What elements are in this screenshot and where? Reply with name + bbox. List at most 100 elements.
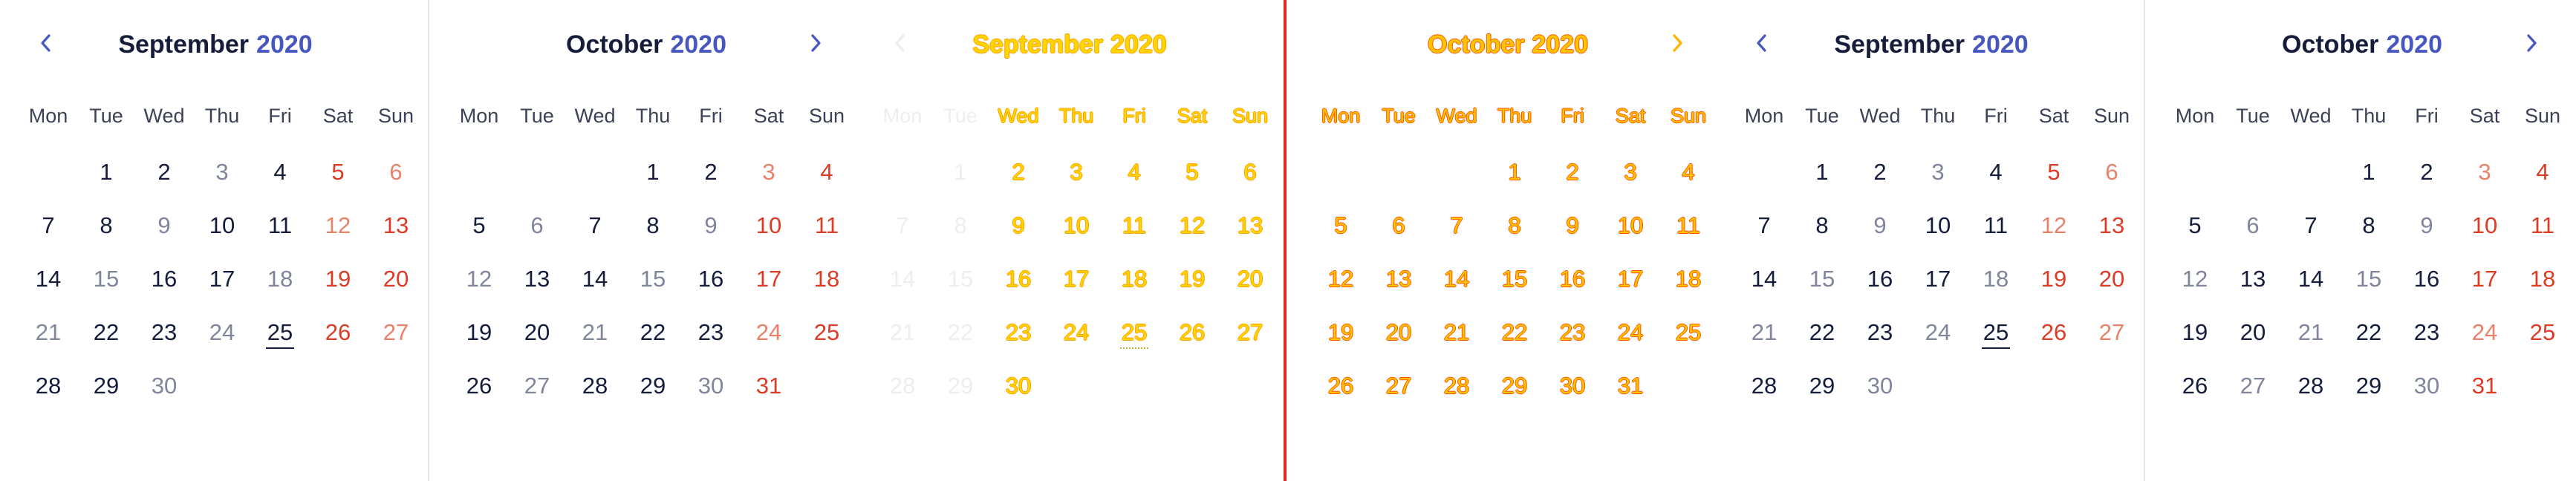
day-cell[interactable]: 8 — [1793, 199, 1851, 252]
day-cell[interactable]: 12 — [450, 252, 508, 306]
day-cell[interactable]: 7 — [1735, 199, 1793, 252]
day-cell[interactable]: 9 — [1851, 199, 1909, 252]
day-cell[interactable]: 28 — [566, 359, 624, 413]
day-cell[interactable]: 13 — [1370, 252, 1428, 306]
day-cell[interactable]: 23 — [1851, 306, 1909, 359]
day-cell[interactable]: 5 — [2166, 199, 2224, 252]
day-cell[interactable]: 22 — [2340, 306, 2398, 359]
day-cell[interactable]: 2 — [2398, 145, 2456, 199]
day-cell[interactable]: 21 — [1428, 306, 1486, 359]
day-cell[interactable]: 11 — [1105, 199, 1163, 252]
day-cell[interactable]: 24 — [1047, 306, 1105, 359]
day-cell[interactable]: 12 — [309, 199, 367, 252]
day-cell[interactable]: 30 — [682, 359, 740, 413]
day-cell[interactable]: 24 — [1909, 306, 1967, 359]
day-cell[interactable]: 17 — [1909, 252, 1967, 306]
day-cell[interactable]: 21 — [2282, 306, 2340, 359]
day-cell[interactable]: 20 — [2224, 306, 2282, 359]
day-cell[interactable]: 3 — [1909, 145, 1967, 199]
day-cell[interactable]: 15 — [931, 252, 989, 306]
day-cell[interactable]: 1 — [2340, 145, 2398, 199]
day-cell[interactable]: 24 — [193, 306, 251, 359]
day-cell[interactable]: 13 — [2224, 252, 2282, 306]
day-cell[interactable]: 21 — [566, 306, 624, 359]
day-cell[interactable]: 7 — [874, 199, 931, 252]
day-cell[interactable]: 14 — [566, 252, 624, 306]
day-cell[interactable]: 28 — [874, 359, 931, 413]
day-cell[interactable]: 29 — [931, 359, 989, 413]
prev-month-button[interactable] — [1741, 18, 1783, 71]
day-cell[interactable]: 23 — [1544, 306, 1601, 359]
day-cell[interactable]: 8 — [77, 199, 135, 252]
day-cell[interactable]: 23 — [2398, 306, 2456, 359]
day-cell[interactable]: 30 — [135, 359, 193, 413]
day-cell[interactable]: 2 — [682, 145, 740, 199]
day-cell[interactable]: 28 — [1735, 359, 1793, 413]
day-cell[interactable]: 22 — [931, 306, 989, 359]
day-cell[interactable]: 8 — [1486, 199, 1544, 252]
day-cell[interactable]: 31 — [740, 359, 798, 413]
day-cell-today[interactable]: 25 — [1967, 306, 2025, 359]
day-cell[interactable]: 13 — [2083, 199, 2141, 252]
day-cell[interactable]: 10 — [740, 199, 798, 252]
day-cell[interactable]: 19 — [450, 306, 508, 359]
day-cell[interactable]: 22 — [1486, 306, 1544, 359]
day-cell[interactable]: 21 — [1735, 306, 1793, 359]
day-cell[interactable]: 27 — [508, 359, 566, 413]
day-cell[interactable]: 27 — [2083, 306, 2141, 359]
day-cell-today[interactable]: 25 — [251, 306, 309, 359]
day-cell[interactable]: 9 — [682, 199, 740, 252]
day-cell[interactable]: 26 — [2166, 359, 2224, 413]
day-cell[interactable]: 3 — [740, 145, 798, 199]
day-cell[interactable]: 22 — [624, 306, 682, 359]
day-cell[interactable]: 1 — [624, 145, 682, 199]
day-cell[interactable]: 19 — [1163, 252, 1221, 306]
day-cell[interactable]: 19 — [1312, 306, 1370, 359]
next-month-button[interactable] — [795, 18, 836, 71]
day-cell[interactable]: 30 — [1851, 359, 1909, 413]
day-cell[interactable]: 11 — [2514, 199, 2572, 252]
day-cell[interactable]: 16 — [682, 252, 740, 306]
day-cell[interactable]: 25 — [1659, 306, 1717, 359]
day-cell[interactable]: 22 — [77, 306, 135, 359]
day-cell[interactable]: 18 — [1967, 252, 2025, 306]
day-cell[interactable]: 16 — [2398, 252, 2456, 306]
day-cell[interactable]: 11 — [798, 199, 856, 252]
prev-month-button[interactable] — [879, 18, 921, 71]
day-cell[interactable]: 6 — [1221, 145, 1279, 199]
day-cell[interactable]: 11 — [1967, 199, 2025, 252]
day-cell[interactable]: 16 — [1851, 252, 1909, 306]
day-cell[interactable]: 10 — [2456, 199, 2514, 252]
day-cell[interactable]: 18 — [251, 252, 309, 306]
day-cell[interactable]: 27 — [1221, 306, 1279, 359]
day-cell[interactable]: 21 — [874, 306, 931, 359]
day-cell[interactable]: 20 — [367, 252, 425, 306]
day-cell[interactable]: 14 — [19, 252, 77, 306]
day-cell[interactable]: 24 — [1601, 306, 1659, 359]
day-cell[interactable]: 21 — [19, 306, 77, 359]
day-cell[interactable]: 30 — [989, 359, 1047, 413]
day-cell[interactable]: 1 — [77, 145, 135, 199]
day-cell[interactable]: 9 — [135, 199, 193, 252]
day-cell[interactable]: 7 — [566, 199, 624, 252]
day-cell[interactable]: 23 — [682, 306, 740, 359]
day-cell[interactable]: 17 — [1601, 252, 1659, 306]
day-cell[interactable]: 6 — [1370, 199, 1428, 252]
day-cell[interactable]: 9 — [2398, 199, 2456, 252]
day-cell[interactable]: 14 — [1428, 252, 1486, 306]
day-cell[interactable]: 25 — [2514, 306, 2572, 359]
day-cell[interactable]: 14 — [874, 252, 931, 306]
day-cell[interactable]: 26 — [1163, 306, 1221, 359]
day-cell[interactable]: 22 — [1793, 306, 1851, 359]
day-cell[interactable]: 29 — [1486, 359, 1544, 413]
day-cell[interactable]: 2 — [1544, 145, 1601, 199]
day-cell[interactable]: 15 — [77, 252, 135, 306]
day-cell[interactable]: 28 — [19, 359, 77, 413]
day-cell[interactable]: 26 — [309, 306, 367, 359]
day-cell[interactable]: 16 — [989, 252, 1047, 306]
day-cell[interactable]: 27 — [367, 306, 425, 359]
day-cell[interactable]: 27 — [2224, 359, 2282, 413]
day-cell[interactable]: 20 — [2083, 252, 2141, 306]
next-month-button[interactable] — [1656, 18, 1698, 71]
day-cell[interactable]: 29 — [77, 359, 135, 413]
